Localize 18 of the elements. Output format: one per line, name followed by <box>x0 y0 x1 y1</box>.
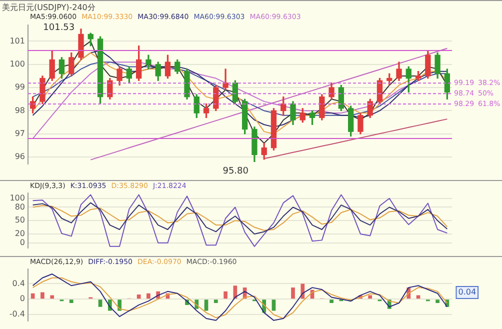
chart-title: 美元日元(USDJPY)-240分 <box>2 2 96 13</box>
y-tick-label: -0.4 <box>9 310 25 319</box>
y-tick-label: 80 <box>14 202 25 212</box>
y-tick-label: 97 <box>14 128 25 138</box>
text: 95.80 <box>222 166 249 176</box>
y-tick-label: 100 <box>10 59 25 68</box>
y-tick-label: 20 <box>14 229 25 238</box>
y-tick-label: 0 <box>20 294 25 304</box>
text: 0.04 <box>458 288 476 297</box>
y-tick-label: 101 <box>10 36 25 46</box>
y-tick-label: 99 <box>14 82 25 92</box>
y-tick-label: 96 <box>14 152 25 162</box>
annotation: 101.53 <box>43 23 75 34</box>
y-tick-label: 0.4 <box>12 278 25 288</box>
y-tick-label: 50 <box>14 216 25 225</box>
y-tick-label: 98 <box>14 106 25 115</box>
y-tick-label: 100 <box>10 193 25 202</box>
y-tick-label: 0 <box>20 238 25 247</box>
